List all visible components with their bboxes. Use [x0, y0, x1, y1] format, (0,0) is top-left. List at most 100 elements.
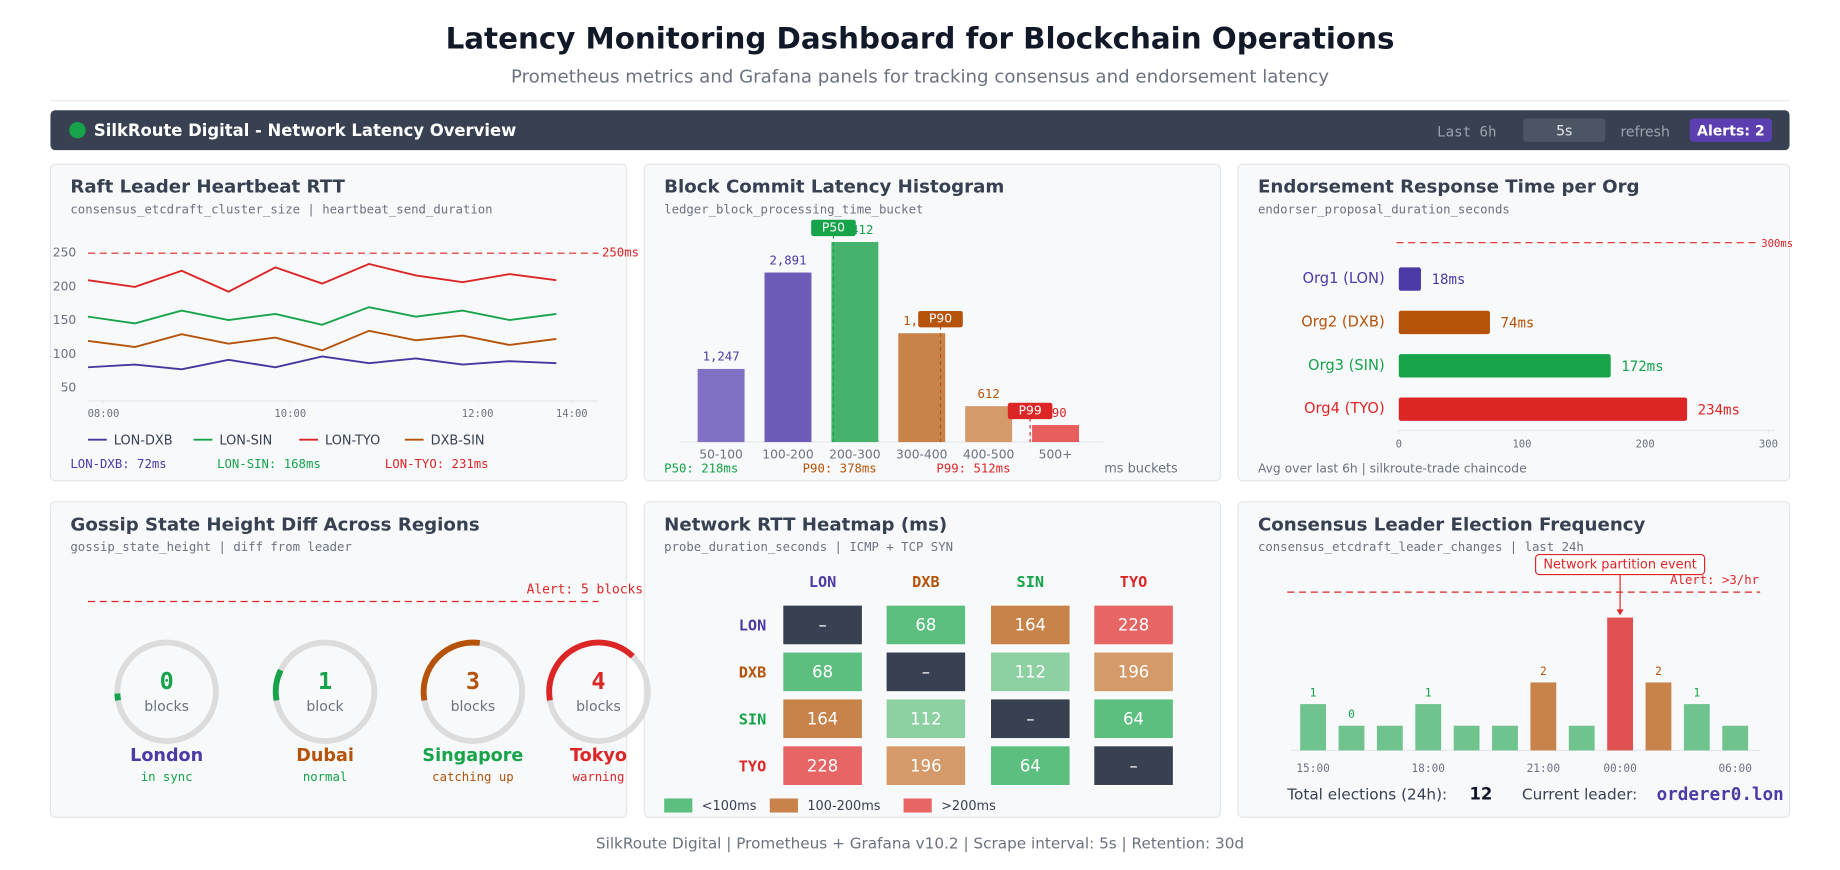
bar — [1453, 725, 1480, 751]
x-tick-label: 21:00 — [1527, 762, 1561, 775]
gauge-status: catching up — [432, 770, 513, 784]
heatmap-cell — [1093, 604, 1175, 646]
note: Avg over last 6h | silkroute-trade chain… — [1258, 462, 1527, 477]
legend-label: DXB-SIN — [431, 433, 485, 448]
bar — [1398, 354, 1611, 378]
panel-subtitle: gossip_state_height | diff from leader — [70, 540, 351, 555]
x-tick-label: 18:00 — [1411, 762, 1445, 775]
alerts-box[interactable] — [1689, 118, 1772, 142]
bar — [1683, 704, 1710, 751]
value-label: 18ms — [1432, 272, 1466, 288]
gauge-status: normal — [303, 770, 347, 784]
x-tick-label: 0 — [1396, 438, 1402, 450]
legend-swatch — [769, 798, 798, 813]
y-tick-label: 200 — [53, 279, 76, 293]
bar — [1492, 725, 1518, 751]
annotation-arrowhead — [1616, 609, 1624, 616]
summary: LON-DXB: 72ms — [70, 457, 166, 471]
gauge-name: Singapore — [422, 746, 523, 766]
percentile-summary: P90: 378ms — [803, 462, 877, 476]
x-tick-label: 100-200 — [762, 447, 813, 461]
y-tick-label: 250 — [53, 246, 76, 260]
x-tick-label: 08:00 — [88, 408, 120, 420]
legend-label: LON-SIN — [219, 433, 272, 448]
cell-label: 228 — [807, 756, 838, 775]
bar — [1032, 425, 1080, 443]
panel-title: Raft Leader Heartbeat RTT — [70, 177, 345, 198]
footer: SilkRoute Digital | Prometheus + Grafana… — [596, 835, 1244, 853]
bar — [1338, 725, 1365, 751]
heatmap-cell — [989, 651, 1071, 693]
gauge-arc — [272, 668, 284, 701]
summary: LON-SIN: 168ms — [217, 457, 321, 471]
heatmap-cell — [989, 698, 1071, 740]
cell-label: – — [922, 663, 930, 682]
heatmap-cell — [1093, 651, 1175, 693]
row-label: DXB — [739, 664, 767, 682]
value-label: 1,247 — [703, 350, 740, 364]
x-tick-label: 10:00 — [274, 408, 306, 420]
gauge-unit: blocks — [451, 699, 496, 715]
gauge-arc — [420, 639, 481, 701]
panel-title: Consensus Leader Election Frequency — [1258, 514, 1646, 535]
panel-title: Block Commit Latency Histogram — [664, 177, 1004, 198]
x-tick-label: 100 — [1512, 438, 1531, 450]
x-tick-label: 400-500 — [963, 447, 1014, 461]
heatmap-cell — [1093, 698, 1175, 740]
cell-label: 64 — [1123, 709, 1144, 728]
category-label: Org3 (SIN) — [1308, 357, 1385, 374]
value-label: 1 — [1425, 687, 1432, 700]
gauge-value: 1 — [318, 667, 332, 695]
x-tick-label: 15:00 — [1296, 762, 1330, 775]
gauge-name: London — [130, 746, 203, 766]
percentile-badge-label: P90 — [929, 312, 952, 326]
alerts[interactable]: Alerts: 2 — [1697, 123, 1765, 139]
cell-label: 64 — [1020, 756, 1041, 775]
stat-label: Current leader: — [1522, 785, 1637, 803]
column-label: TYO — [1120, 573, 1148, 591]
value-label: 234ms — [1698, 402, 1740, 418]
gauge-unit: blocks — [144, 699, 189, 715]
value-label: 1 — [1693, 687, 1700, 700]
panel-subtitle: endorser_proposal_duration_seconds — [1258, 202, 1510, 216]
cell-label: 112 — [910, 709, 941, 728]
legend-swatch — [664, 798, 693, 813]
value-label: 172ms — [1621, 359, 1663, 375]
column-label: SIN — [1017, 573, 1045, 591]
row-label: TYO — [739, 757, 767, 775]
heatmap-cell — [782, 698, 864, 740]
cell-label: 196 — [910, 756, 941, 775]
heatmap-cell — [782, 604, 864, 646]
bar — [1398, 267, 1421, 291]
heatmap-cell — [1093, 745, 1175, 787]
panel-subtitle: probe_duration_seconds | ICMP + TCP SYN — [664, 540, 953, 555]
stat-value: orderer0.lon — [1657, 785, 1784, 805]
value-label: 0 — [1348, 708, 1355, 721]
heatmap-cell — [989, 745, 1071, 787]
cell-label: 68 — [915, 616, 936, 635]
series-line — [87, 263, 557, 293]
bar — [1722, 725, 1749, 751]
gauge-name: Tokyo — [570, 746, 627, 766]
interval-box[interactable] — [1523, 118, 1606, 142]
stat-value: 12 — [1469, 784, 1492, 803]
x-tick-label: 200-300 — [829, 447, 880, 461]
heatmap-cell — [885, 651, 967, 693]
series-line — [87, 306, 557, 326]
bar — [1376, 725, 1403, 751]
interval[interactable]: 5s — [1556, 123, 1572, 139]
summary: LON-TYO: 231ms — [385, 457, 489, 471]
page-subtitle: Prometheus metrics and Grafana panels fo… — [511, 66, 1329, 87]
time-range[interactable]: Last 6h — [1437, 124, 1496, 140]
gauge-status: in sync — [141, 770, 193, 784]
category-label: Org4 (TYO) — [1304, 400, 1385, 417]
percentile-badge — [918, 310, 963, 328]
bar — [831, 242, 879, 443]
refresh[interactable]: refresh — [1620, 124, 1669, 140]
category-label: Org1 (LON) — [1302, 270, 1384, 287]
cell-label: 196 — [1118, 663, 1149, 682]
category-label: Org2 (DXB) — [1301, 313, 1384, 330]
row-label: LON — [739, 617, 767, 635]
column-label: LON — [809, 573, 837, 591]
